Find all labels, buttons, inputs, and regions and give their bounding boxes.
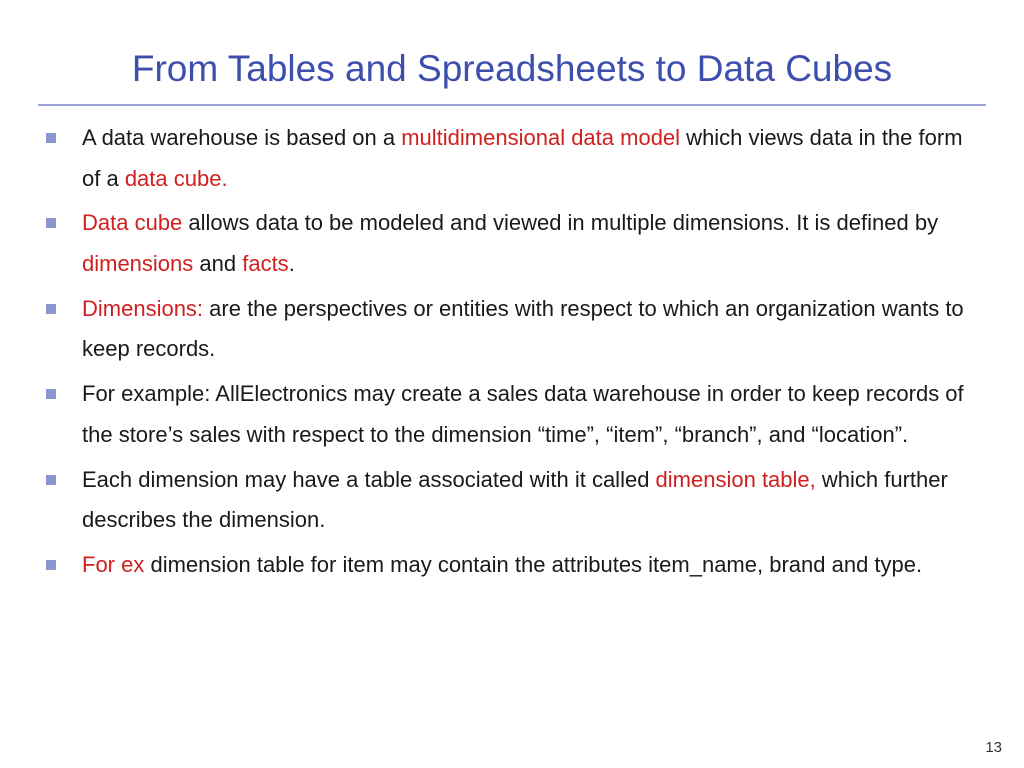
page-number: 13 bbox=[985, 739, 1002, 756]
highlight-text: Data cube bbox=[82, 210, 182, 235]
bullet-item: Each dimension may have a table associat… bbox=[42, 460, 986, 541]
slide-title: From Tables and Spreadsheets to Data Cub… bbox=[38, 48, 986, 90]
highlight-text: dimensions bbox=[82, 251, 193, 276]
highlight-text: facts bbox=[242, 251, 288, 276]
bullet-item: A data warehouse is based on a multidime… bbox=[42, 118, 986, 199]
highlight-text: multidimensional data model bbox=[401, 125, 680, 150]
highlight-text: For ex bbox=[82, 552, 144, 577]
body-text: A data warehouse is based on a bbox=[82, 125, 401, 150]
slide: From Tables and Spreadsheets to Data Cub… bbox=[0, 0, 1024, 768]
body-text: Each dimension may have a table associat… bbox=[82, 467, 656, 492]
bullet-list: A data warehouse is based on a multidime… bbox=[38, 118, 986, 586]
bullet-item: Data cube allows data to be modeled and … bbox=[42, 203, 986, 284]
body-text: . bbox=[289, 251, 295, 276]
highlight-text: data cube. bbox=[125, 166, 228, 191]
title-underline bbox=[38, 104, 986, 106]
body-text: For example: AllElectronics may create a… bbox=[82, 381, 964, 447]
bullet-item: Dimensions: are the perspectives or enti… bbox=[42, 289, 986, 370]
body-text: dimension table for item may contain the… bbox=[144, 552, 922, 577]
highlight-text: dimension table, bbox=[656, 467, 816, 492]
body-text: allows data to be modeled and viewed in … bbox=[182, 210, 938, 235]
bullet-item: For example: AllElectronics may create a… bbox=[42, 374, 986, 455]
highlight-text: Dimensions: bbox=[82, 296, 203, 321]
body-text: and bbox=[193, 251, 242, 276]
bullet-item: For ex dimension table for item may cont… bbox=[42, 545, 986, 586]
body-text: are the perspectives or entities with re… bbox=[82, 296, 964, 362]
